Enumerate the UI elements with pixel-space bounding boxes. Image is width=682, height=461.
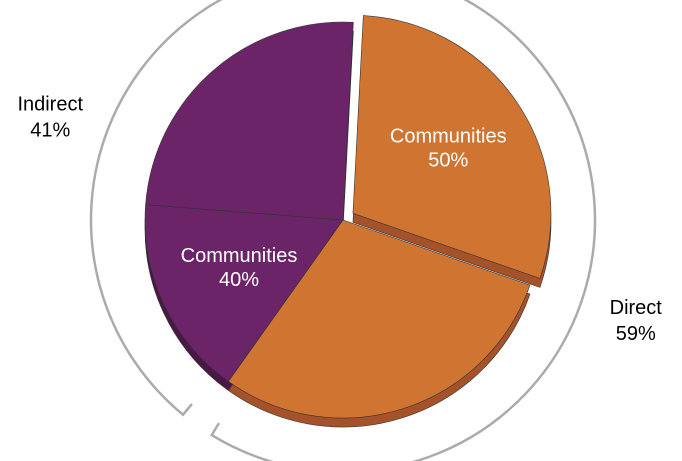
slice: [144, 204, 344, 382]
group-label: Indirect: [17, 93, 83, 115]
slice-value-label: 50%: [428, 150, 468, 172]
group-bracket: [89, 0, 223, 417]
slice-label: Communities: [181, 245, 298, 267]
slice: [227, 219, 531, 419]
group-value-label: 41%: [30, 119, 70, 141]
group-bracket: [209, 0, 597, 461]
group-value-label: 59%: [616, 323, 656, 345]
slice-value-label: 40%: [219, 269, 259, 291]
slice: [352, 15, 552, 279]
slice: [145, 21, 354, 221]
group-label: Direct: [610, 297, 663, 319]
slice-label: Communities: [390, 126, 507, 148]
